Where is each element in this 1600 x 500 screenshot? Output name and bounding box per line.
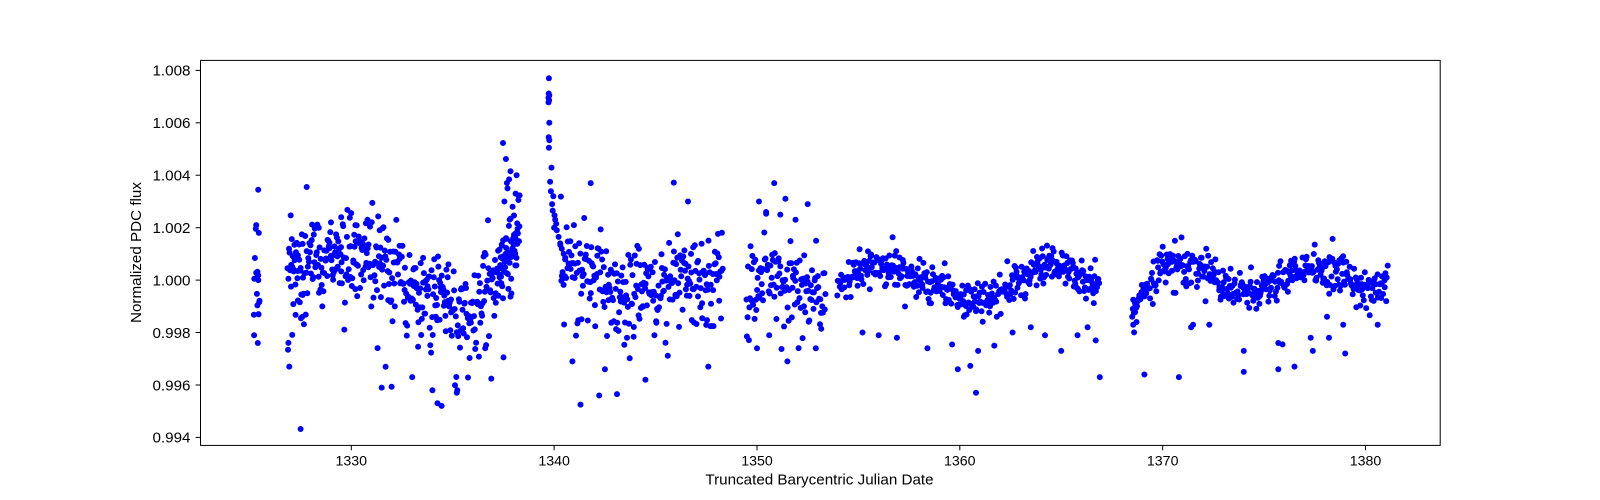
svg-text:1.000: 1.000 [152, 272, 190, 289]
svg-text:0.998: 0.998 [152, 325, 190, 342]
svg-text:1380: 1380 [1350, 454, 1382, 470]
svg-text:1330: 1330 [336, 454, 368, 470]
svg-text:1340: 1340 [538, 454, 570, 470]
svg-text:Truncated Barycentric Julian D: Truncated Barycentric Julian Date [705, 472, 933, 489]
svg-text:1360: 1360 [944, 454, 976, 470]
svg-text:1.002: 1.002 [152, 220, 190, 237]
svg-text:0.994: 0.994 [152, 430, 190, 447]
svg-text:1.004: 1.004 [152, 168, 190, 185]
svg-text:Normalized PDC flux: Normalized PDC flux [128, 182, 145, 323]
svg-text:0.996: 0.996 [152, 377, 190, 394]
svg-text:1.008: 1.008 [152, 63, 190, 80]
svg-text:1370: 1370 [1147, 454, 1179, 470]
svg-text:1.006: 1.006 [152, 115, 190, 132]
svg-text:1350: 1350 [741, 454, 773, 470]
